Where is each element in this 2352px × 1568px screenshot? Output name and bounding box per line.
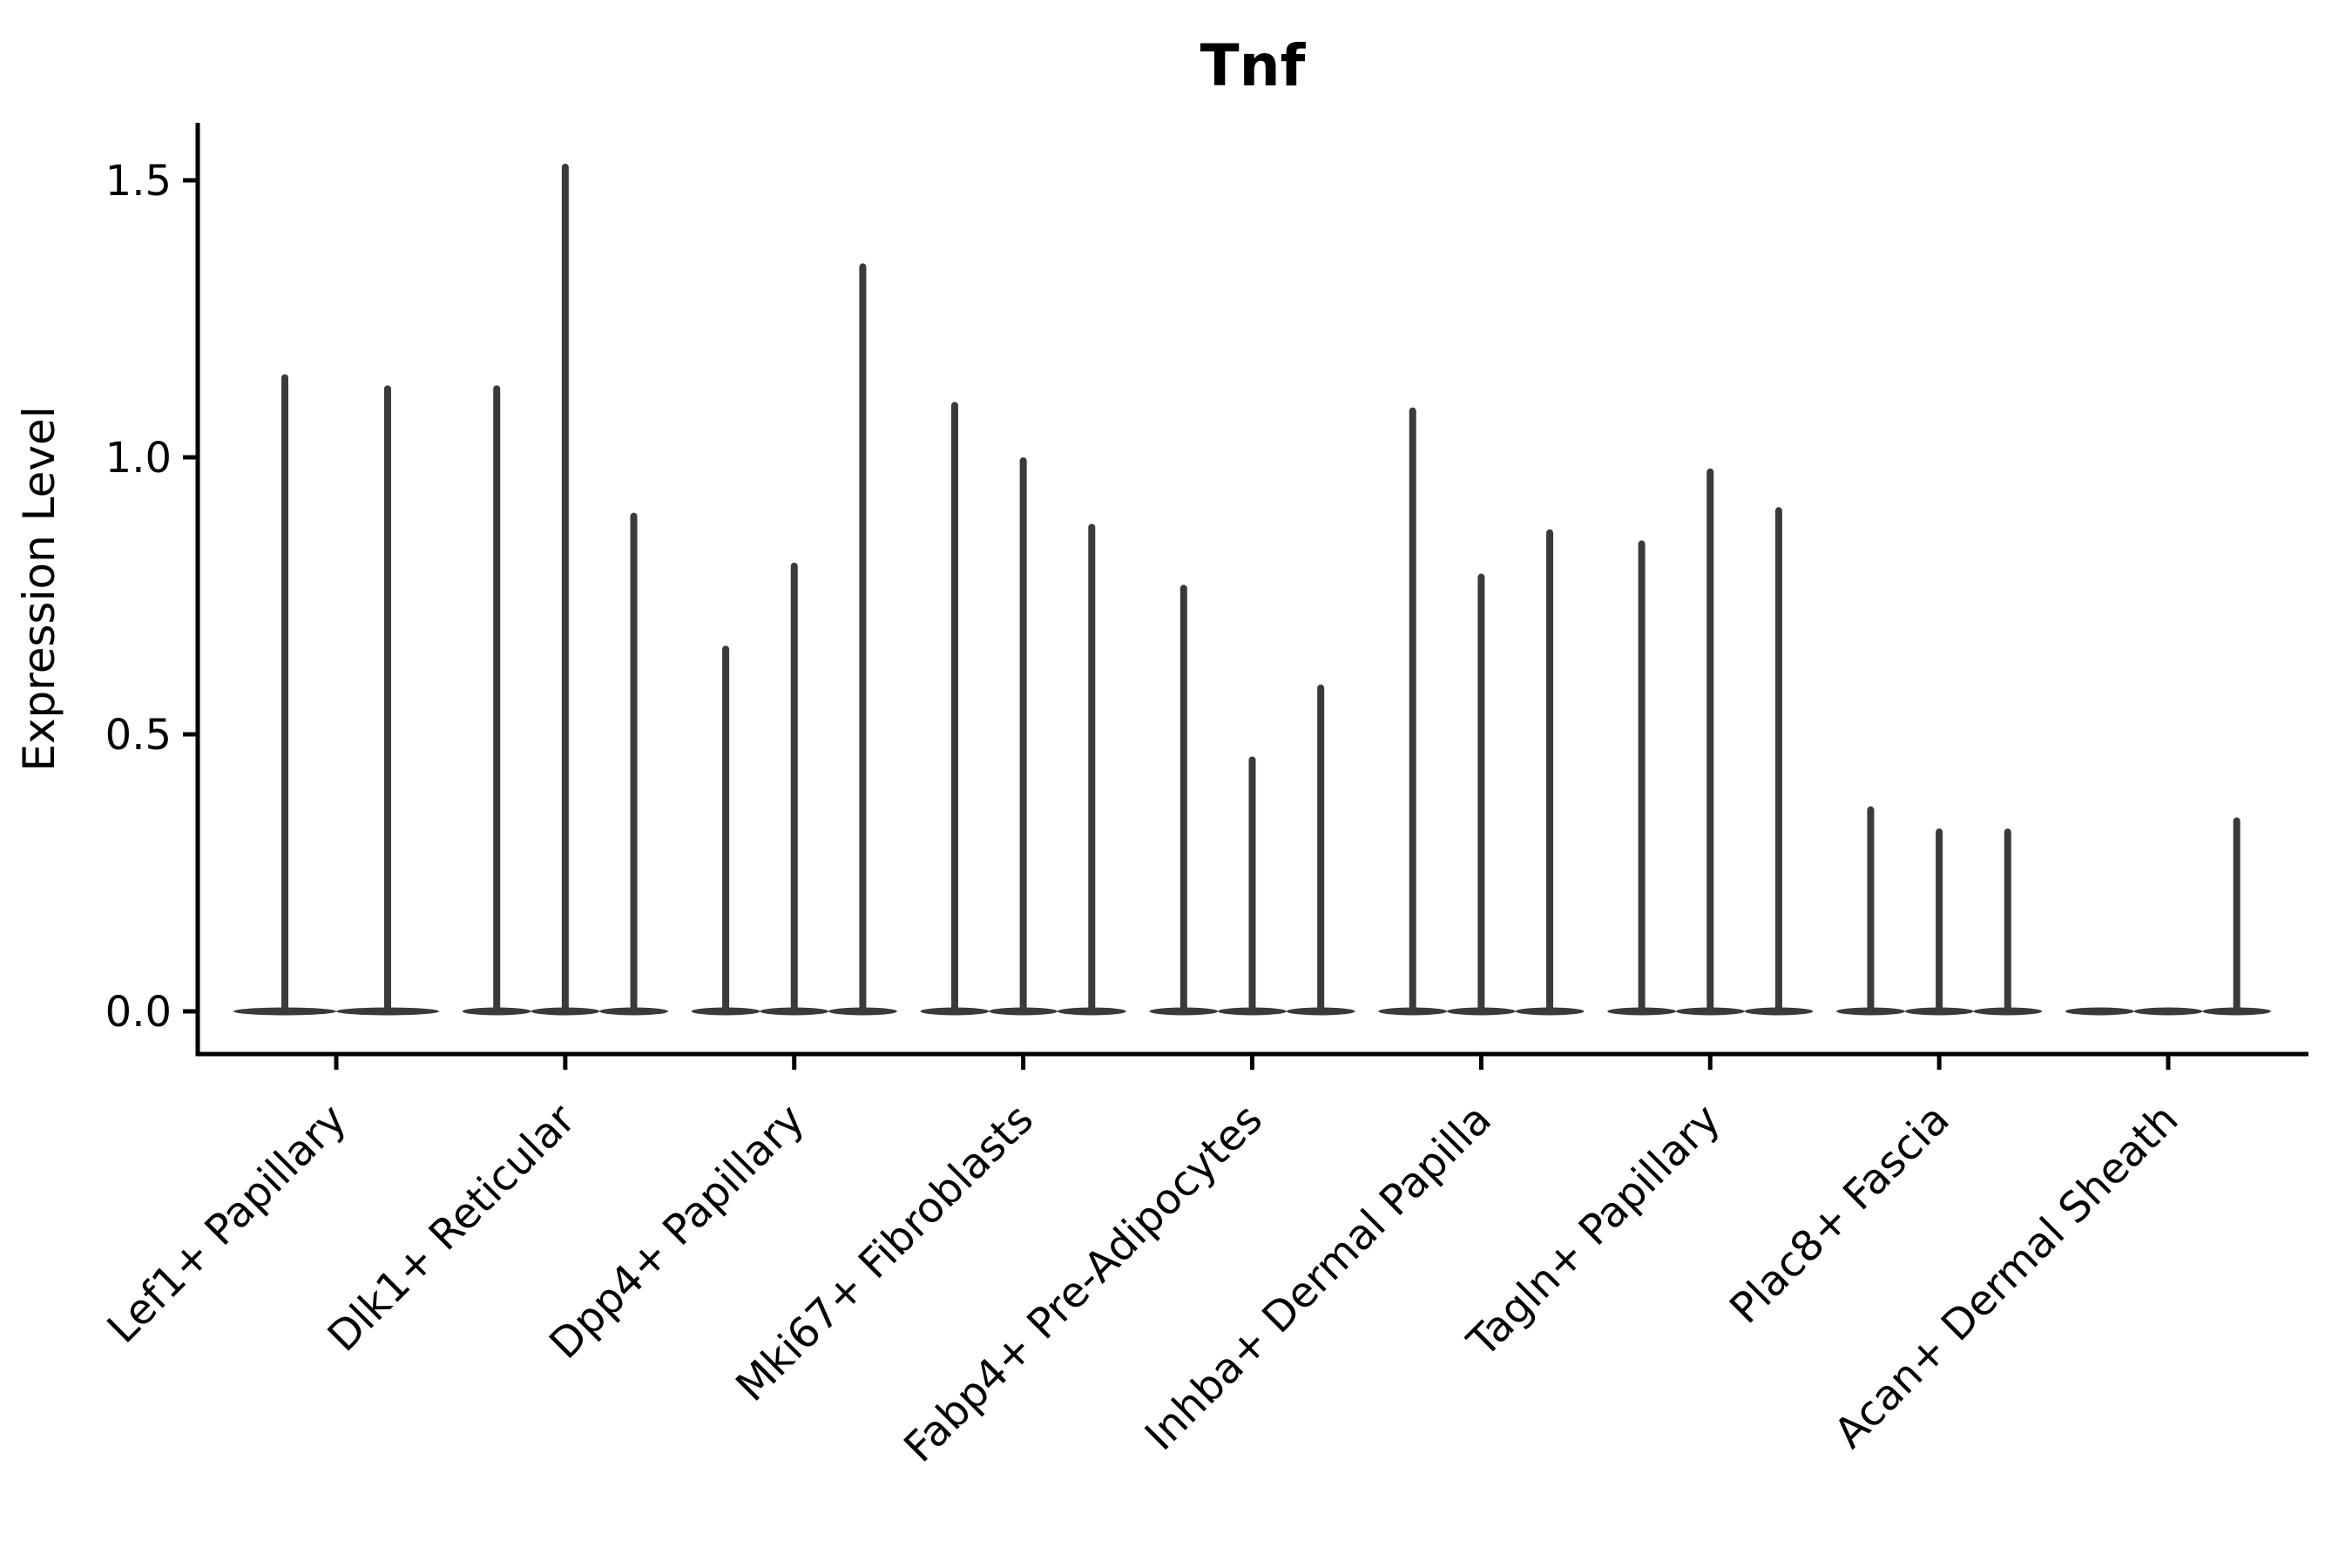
plot-title: Tnf — [1200, 32, 1307, 99]
violin-group — [920, 402, 1126, 1016]
violin-group — [691, 263, 897, 1016]
y-tick-label: 0.0 — [105, 988, 172, 1037]
violin-group — [1378, 407, 1585, 1016]
violin-group — [1607, 468, 1814, 1016]
violin-group — [1836, 806, 2043, 1016]
violin-base — [2133, 1007, 2203, 1016]
y-tick-label: 1.5 — [105, 157, 172, 206]
x-tick-label: Tagln+ Papillary — [1457, 1095, 1729, 1367]
x-tick-label: Dlk1+ Reticular — [319, 1095, 585, 1362]
violin-group — [2065, 817, 2272, 1016]
violin-base — [2065, 1007, 2134, 1016]
y-axis-label: Expression Level — [14, 406, 64, 771]
x-tick-label: Plac8+ Fascia — [1720, 1095, 1959, 1334]
violins-layer — [233, 163, 2272, 1016]
violin-group — [462, 163, 668, 1016]
violin-group — [1149, 585, 1355, 1016]
y-tick-label: 1.0 — [105, 434, 172, 483]
y-tick-label: 0.5 — [105, 711, 172, 760]
violin-group — [233, 374, 439, 1016]
x-tick-label: Lef1+ Papillary — [98, 1095, 356, 1353]
x-tick-label: Dpp4+ Papillary — [540, 1095, 814, 1369]
y-axis-ticks: 0.0 0.5 1.0 1.5 — [105, 157, 198, 1037]
